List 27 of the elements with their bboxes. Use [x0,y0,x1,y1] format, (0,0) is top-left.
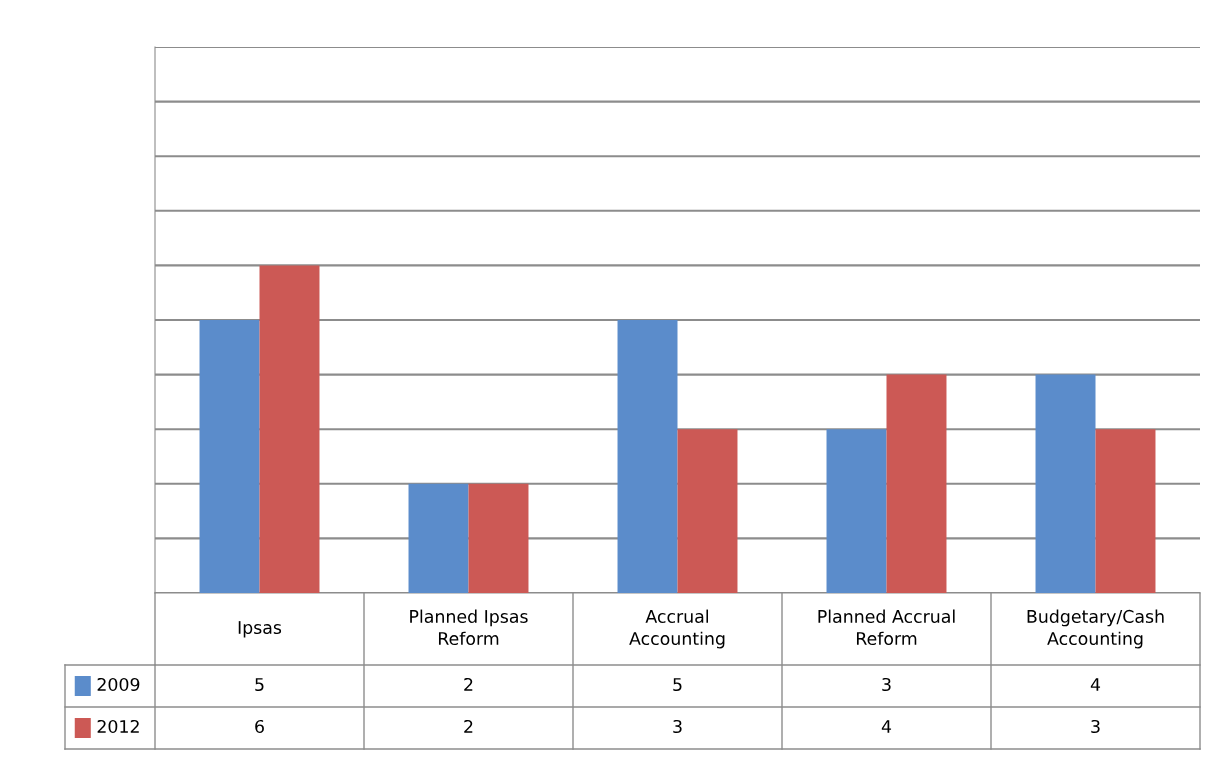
bar [259,265,320,593]
data-label: 4 [881,720,892,733]
bar [826,429,887,593]
bar [408,483,469,593]
data-label: 2 [464,719,473,733]
x-tick-label: Ipsas [238,621,282,638]
data-label: 5 [673,678,682,692]
x-tick-label: Planned Ipsas Reform [410,609,528,646]
legend-label: 2012 [97,719,139,734]
x-tick-label: Accrual Accounting [629,609,725,649]
bar [468,483,529,593]
x-tick-label: Planned Accrual Reform [818,609,955,646]
bar [1095,429,1156,593]
bar [199,320,260,593]
data-label: 6 [255,719,264,734]
data-label: 4 [1090,678,1101,691]
legend-label: 2009 [97,677,140,692]
data-label: 3 [673,719,682,734]
bar [617,320,678,593]
bar [1035,374,1096,593]
bar [886,374,947,593]
data-label: 3 [882,677,891,692]
data-label: 3 [1091,719,1100,734]
x-tick-label: Budgetary/Cash Accounting [1027,609,1164,649]
data-label: 2 [464,677,473,691]
bar [677,429,738,593]
data-label: 5 [255,678,264,692]
